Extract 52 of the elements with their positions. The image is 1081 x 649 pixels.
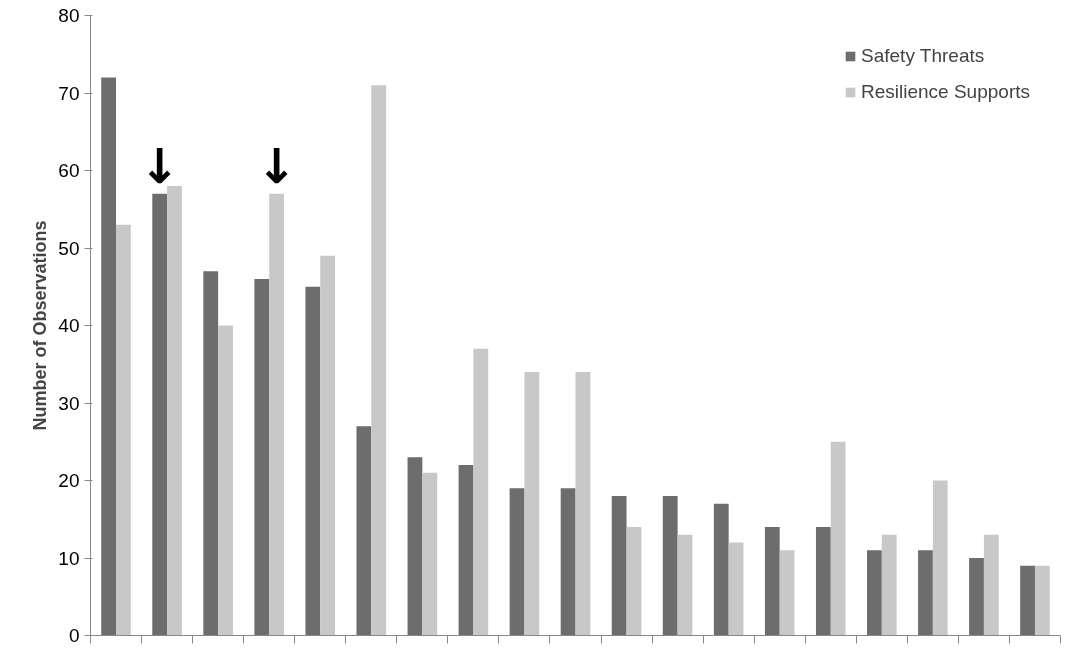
- y-tick-label: 70: [58, 82, 80, 104]
- y-tick-label: 20: [58, 470, 80, 491]
- bar: [575, 372, 591, 636]
- bar: [167, 186, 182, 636]
- y-tick-label: 30: [58, 392, 80, 414]
- legend-label: Safety Threats: [861, 45, 985, 67]
- bar: [254, 279, 270, 636]
- bar: [509, 488, 525, 636]
- bar: [203, 271, 219, 636]
- bar: [867, 550, 882, 636]
- bar: [728, 542, 744, 636]
- y-axis-title: Number of Observations: [30, 220, 51, 431]
- annotation: ↓: [256, 137, 297, 194]
- bar: [320, 255, 336, 636]
- bar: [932, 480, 948, 636]
- bar: [473, 348, 489, 636]
- bar: [764, 527, 780, 636]
- y-tick-label: 0: [68, 625, 80, 646]
- annotation: ↓: [139, 137, 180, 194]
- bar: [218, 325, 233, 636]
- bar: [152, 193, 168, 636]
- y-tick-label: 10: [58, 547, 80, 569]
- bar: [662, 496, 678, 636]
- legend-label: Resilience Supports: [861, 81, 1030, 103]
- bar: [1034, 565, 1050, 636]
- bar: [269, 193, 284, 636]
- bar: [713, 503, 729, 636]
- bar: [407, 457, 423, 636]
- bar: [983, 534, 999, 636]
- bar: [356, 426, 372, 636]
- bar: [1020, 565, 1035, 636]
- bar: [116, 224, 131, 636]
- bar: [677, 534, 693, 636]
- bar: [969, 558, 984, 636]
- bar: [830, 441, 846, 636]
- bar: [305, 286, 321, 636]
- bar: [101, 77, 117, 636]
- y-tick-label: 40: [58, 315, 80, 336]
- bar: [918, 550, 933, 636]
- bar: [524, 372, 540, 636]
- y-tick-label: 80: [58, 5, 80, 26]
- bar: [560, 488, 576, 636]
- bar: [422, 472, 438, 636]
- bar: [458, 465, 474, 636]
- bar: [881, 534, 897, 636]
- y-tick-label: 60: [58, 160, 80, 181]
- bar: [371, 85, 387, 636]
- bar: [611, 496, 627, 636]
- bar: [815, 527, 831, 636]
- bar: [626, 527, 642, 636]
- bar: [779, 550, 795, 636]
- y-tick-label: 50: [58, 237, 80, 259]
